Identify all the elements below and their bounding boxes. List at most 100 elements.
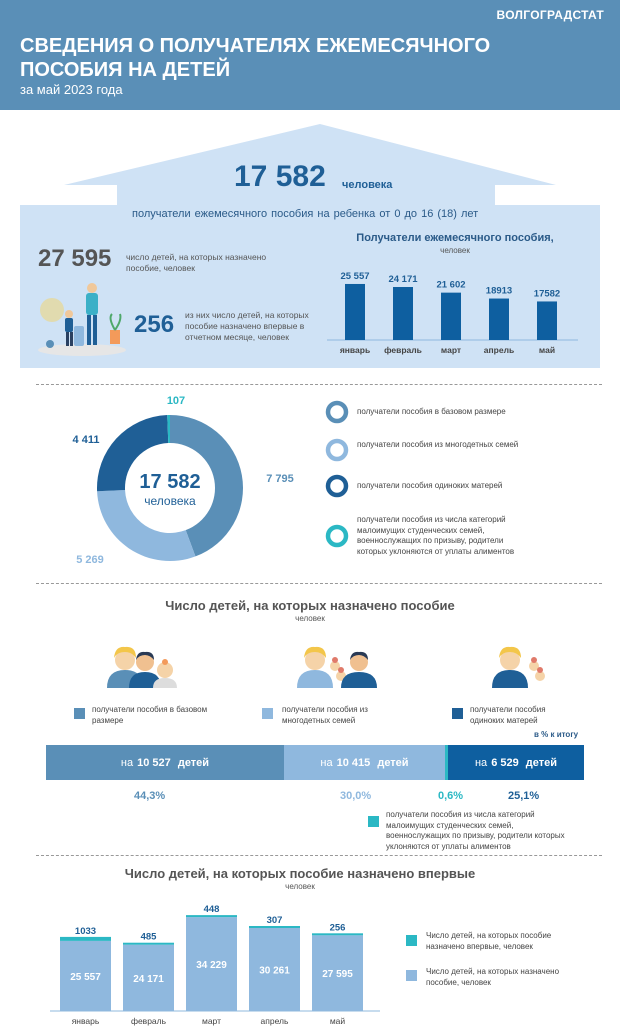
family-illustration — [38, 283, 126, 356]
total-recipients-caption: получатели ежемесячного пособия на ребен… — [132, 208, 479, 220]
donut-center-label: человека — [144, 494, 196, 508]
seg-prefix: на — [120, 756, 134, 769]
donut-slice — [97, 489, 196, 561]
chart1-category-label: май — [539, 345, 555, 355]
chart3-bar-total — [249, 927, 300, 1011]
chart1-category-label: апрель — [484, 345, 514, 355]
header-banner: ВОЛГОГРАДСТАТ СВЕДЕНИЯ О ПОЛУЧАТЕЛЯХ ЕЖЕ… — [0, 0, 620, 110]
chart3-total-label: 25 557 — [70, 972, 101, 983]
chart3-category-label: март — [202, 1016, 221, 1026]
seg-prefix: на — [474, 756, 488, 769]
chart1-value-label: 25 557 — [340, 271, 369, 282]
section3-title: Число детей, на которых пособие назначен… — [124, 866, 476, 881]
chart3-bar-first — [186, 915, 237, 918]
section2-legend-base: получатели пособия в базовом размере — [92, 705, 208, 725]
chart3-bar-total — [60, 940, 111, 1011]
chart3-bar-total — [123, 944, 174, 1011]
pct-base: 44,3% — [134, 790, 166, 802]
chart1-bar — [393, 287, 413, 340]
chart1-value-label: 17582 — [534, 288, 560, 299]
first-time-count-value: 256 — [134, 311, 175, 338]
chart3-bar-first — [312, 933, 363, 936]
page-subtitle: за май 2023 года — [20, 82, 123, 97]
donut-center-value: 17 582 — [139, 471, 200, 493]
legend-cat-text: получатели пособия из числа категорий ма… — [357, 515, 515, 556]
first-time-count-text: из них число детей, на которых пособие н… — [185, 310, 309, 342]
chart3-first-label: 256 — [330, 922, 346, 933]
section2-legend-large: получатели пособия из многодетных семей — [282, 705, 368, 725]
section3-legend-total: Число детей, на которых назначено пособи… — [426, 967, 560, 987]
chart1-title: Получатели ежемесячного пособия, — [356, 232, 554, 244]
children-count-text: число детей, на которых назначено пособи… — [126, 252, 267, 273]
children-count-value: 27 595 — [38, 245, 112, 272]
legend-base-text: получатели пособия в базовом размере — [357, 407, 506, 416]
segment-base: на 10 527 детей — [46, 745, 284, 780]
segment-single: на 6 529 детей — [448, 745, 584, 780]
chart3-bar-total — [312, 935, 363, 1011]
family-base-icon — [107, 646, 177, 688]
seg-suffix: детей — [525, 756, 558, 769]
seg-prefix: на — [320, 756, 333, 769]
segment-cat — [445, 745, 448, 780]
pct-large: 30,0% — [340, 790, 372, 802]
chart3-bar-first — [249, 925, 300, 928]
legend-ring-cat-icon — [325, 524, 349, 548]
chart3-bar-total — [186, 917, 237, 1011]
donut-legend-rings — [325, 400, 349, 548]
chart3-category-label: январь — [72, 1016, 100, 1026]
donut-slice — [167, 415, 170, 444]
total-recipients-value: 17 582 — [234, 160, 326, 193]
legend-single-square-icon — [452, 708, 463, 719]
divider — [36, 855, 602, 856]
chart1-bar — [345, 283, 365, 340]
legend-ring-single-icon — [325, 474, 349, 498]
chart3-total-label: 30 261 — [259, 965, 290, 976]
donut-value-label: 107 — [167, 395, 185, 407]
segment-large: на 10 415 детей — [284, 745, 445, 780]
chart1-unit: человек — [440, 246, 470, 255]
seg-suffix: детей — [177, 756, 210, 769]
divider — [36, 583, 602, 584]
legend-total-square-icon — [406, 970, 417, 981]
chart3-first-label: 307 — [267, 915, 283, 926]
seg-base-value: 10 527 — [137, 756, 171, 769]
chart3-total-label: 24 171 — [133, 974, 164, 985]
chart1-bar — [537, 301, 557, 340]
chart1-category-label: февраль — [384, 345, 422, 355]
section2-title: Число детей, на которых назначено пособи… — [165, 598, 455, 613]
family-single-icon — [492, 646, 545, 688]
chart1-category-label: март — [441, 345, 461, 355]
divider — [36, 384, 602, 385]
pct-single: 25,1% — [508, 790, 540, 802]
chart3-total-label: 34 229 — [196, 960, 227, 971]
donut-value-label: 4 411 — [73, 434, 100, 446]
legend-large-text: получатели пособия из многодетных семей — [357, 440, 519, 449]
chart3-category-label: февраль — [131, 1016, 167, 1026]
total-recipients-unit: человека — [342, 179, 393, 191]
chart3-bars: 1033 25 557 январь 485 24 171 февраль 448 34 22… — [50, 904, 380, 1026]
section2-unit: человек — [295, 614, 325, 623]
chart3-bar-first — [60, 936, 111, 941]
pct-note: в % к итогу — [534, 730, 579, 739]
legend-large-square-icon — [262, 708, 273, 719]
chart3-category-label: май — [330, 1016, 346, 1026]
seg-suffix: детей — [377, 756, 409, 769]
chart3-bar-first — [123, 942, 174, 945]
legend-ring-base-icon — [325, 400, 349, 424]
chart1-bars: 25 557 январь 24 171 февраль 21 602 март 18913… — [327, 271, 578, 355]
seg-single-value: 6 529 — [491, 756, 519, 769]
section2-cat-note: получатели пособия из числа категорий ма… — [386, 810, 565, 851]
chart1-value-label: 21 602 — [436, 280, 465, 291]
section2-legend-single: получатели пособия одиноких матерей — [470, 705, 546, 725]
seg-large-value: 10 415 — [336, 756, 371, 769]
legend-cat-square-icon — [368, 816, 379, 827]
brand-label: ВОЛГОГРАДСТАТ — [496, 8, 604, 22]
page-title: СВЕДЕНИЯ О ПОЛУЧАТЕЛЯХ ЕЖЕМЕСЯЧНОГО ПОСО… — [20, 35, 491, 81]
section3-unit: человек — [285, 882, 315, 891]
donut-slice — [170, 415, 244, 557]
chart3-total-label: 27 595 — [322, 969, 353, 980]
chart1-value-label: 18913 — [486, 286, 512, 297]
chart1-value-label: 24 171 — [388, 274, 418, 285]
section3-legend-first: Число детей, на которых пособие назначен… — [426, 931, 552, 951]
